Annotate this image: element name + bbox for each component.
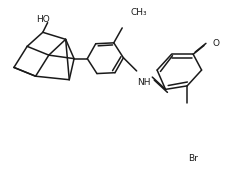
Text: CH₃: CH₃ — [131, 8, 147, 17]
Text: O: O — [212, 39, 219, 48]
Text: NH: NH — [137, 78, 151, 87]
Text: HO: HO — [36, 15, 50, 24]
Text: Br: Br — [188, 154, 198, 163]
